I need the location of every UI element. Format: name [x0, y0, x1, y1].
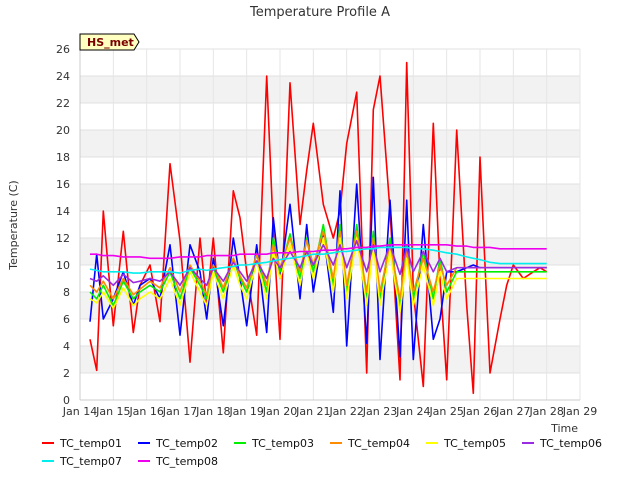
plot-band	[80, 292, 580, 319]
plot-band	[80, 184, 580, 211]
plot-band	[80, 346, 580, 373]
series-line-TC_temp01	[89, 61, 548, 395]
legend-item: TC_temp08	[138, 455, 218, 468]
axes	[79, 49, 580, 401]
legend-item: TC_temp05	[426, 437, 506, 450]
plot-band	[80, 103, 580, 130]
x-tick-label: Jan 14	[62, 405, 97, 418]
legend-label: TC_temp04	[347, 437, 410, 450]
legend-item: TC_temp07	[42, 455, 122, 468]
plot-band	[80, 49, 580, 76]
plot-band	[80, 76, 580, 103]
x-tick-label: Jan 19	[228, 405, 263, 418]
x-tick-label: Jan 25	[428, 405, 463, 418]
x-tick-label: Jan 18	[195, 405, 230, 418]
x-tick-label: Jan 21	[295, 405, 330, 418]
legend-label: TC_temp01	[59, 437, 122, 450]
legend-label: TC_temp06	[539, 437, 602, 450]
legend-label: TC_temp07	[59, 455, 122, 468]
plot-band	[80, 373, 580, 400]
x-tick-label: Jan 27	[495, 405, 530, 418]
y-tick-label: 20	[56, 124, 70, 137]
legend-item: TC_temp04	[330, 437, 410, 450]
y-tick-label: 2	[63, 367, 70, 380]
x-axis-label: Time	[550, 422, 578, 435]
y-tick-label: 6	[63, 313, 70, 326]
series-line-TC_temp07	[89, 246, 547, 274]
legend-item: TC_temp01	[42, 437, 122, 450]
x-tick-label: Jan 17	[162, 405, 197, 418]
x-tick-label: Jan 15	[95, 405, 130, 418]
y-tick-label: 10	[56, 259, 70, 272]
y-tick-label: 22	[56, 97, 70, 110]
x-tick-label: Jan 28	[528, 405, 563, 418]
y-tick-label: 12	[56, 232, 70, 245]
series-line-TC_temp08	[90, 244, 547, 260]
y-tick-label: 14	[56, 205, 70, 218]
legend-label: TC_temp03	[251, 437, 314, 450]
plot-band	[80, 319, 580, 346]
x-tick-label: Jan 26	[462, 405, 497, 418]
y-tick-label: 24	[56, 70, 70, 83]
series-lines	[89, 61, 548, 395]
legend-item: TC_temp06	[522, 437, 602, 450]
legend: TC_temp01 TC_temp02 TC_temp03 TC_temp04 TC_t…	[42, 437, 602, 468]
y-tick-label: 26	[56, 43, 70, 56]
legend-label: TC_temp08	[155, 455, 218, 468]
x-tick-label: Jan 22	[328, 405, 363, 418]
y-tick-label: 16	[56, 178, 70, 191]
chart-title: Temperature Profile A	[249, 5, 390, 20]
y-tick-label: 18	[56, 151, 70, 164]
plot-band	[80, 157, 580, 184]
y-tick-label: 0	[63, 394, 70, 407]
legend-item: TC_temp03	[234, 437, 314, 450]
x-tick-label: Jan 23	[362, 405, 397, 418]
grid-lines	[79, 48, 581, 401]
y-tick-label: 8	[63, 286, 70, 299]
plot-band	[80, 130, 580, 157]
hs-met-badge: HS_met	[79, 33, 140, 51]
legend-label: TC_temp05	[443, 437, 506, 450]
x-tick-label: Jan 24	[395, 405, 430, 418]
x-tick-label: Jan 29	[562, 405, 597, 418]
x-tick-label: Jan 20	[262, 405, 297, 418]
badge-label: HS_met	[87, 36, 134, 49]
y-axis-label: Temperature (C)	[7, 180, 20, 270]
y-tick-label: 4	[63, 340, 70, 353]
legend-item: TC_temp02	[138, 437, 218, 450]
legend-label: TC_temp02	[155, 437, 218, 450]
series-line-TC_temp05	[89, 237, 547, 314]
x-tick-label: Jan 16	[128, 405, 163, 418]
